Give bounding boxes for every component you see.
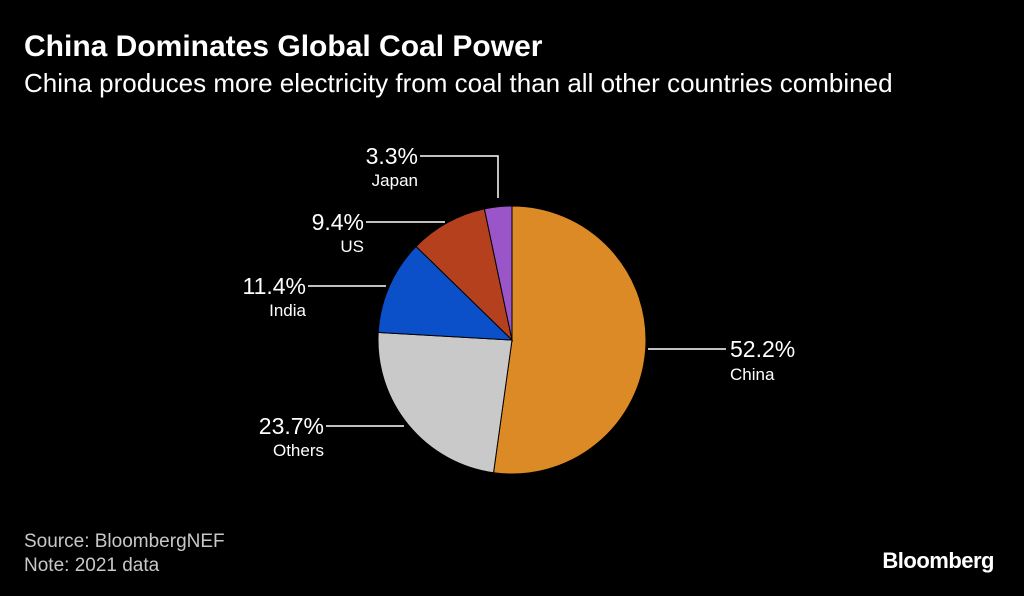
leader-line-japan — [420, 155, 499, 198]
bloomberg-logo: Bloomberg — [882, 548, 994, 573]
pie-slice-japan — [483, 205, 513, 341]
data-label-china: 52.2% — [730, 336, 795, 362]
data-label-others: 23.7% — [259, 413, 324, 439]
pie-slice-us — [415, 208, 513, 342]
data-label-us: 9.4% — [312, 209, 364, 235]
pie-slice-china — [492, 205, 647, 475]
category-label-india: India — [269, 301, 306, 320]
pie-slice-india — [377, 245, 514, 341]
chart-title: China Dominates Global Coal Power — [24, 30, 543, 63]
category-label-china: China — [730, 365, 775, 384]
category-label-us: US — [340, 237, 364, 256]
category-label-others: Others — [273, 441, 324, 460]
chart-subtitle: China produces more electricity from coa… — [24, 68, 893, 98]
data-note: Note: 2021 data — [24, 555, 160, 576]
category-label-japan: Japan — [372, 171, 418, 190]
source-note: Source: BloombergNEF — [24, 531, 225, 552]
data-label-india: 11.4% — [242, 273, 306, 299]
data-label-japan: 3.3% — [366, 143, 418, 169]
pie-slice-others — [377, 331, 513, 474]
